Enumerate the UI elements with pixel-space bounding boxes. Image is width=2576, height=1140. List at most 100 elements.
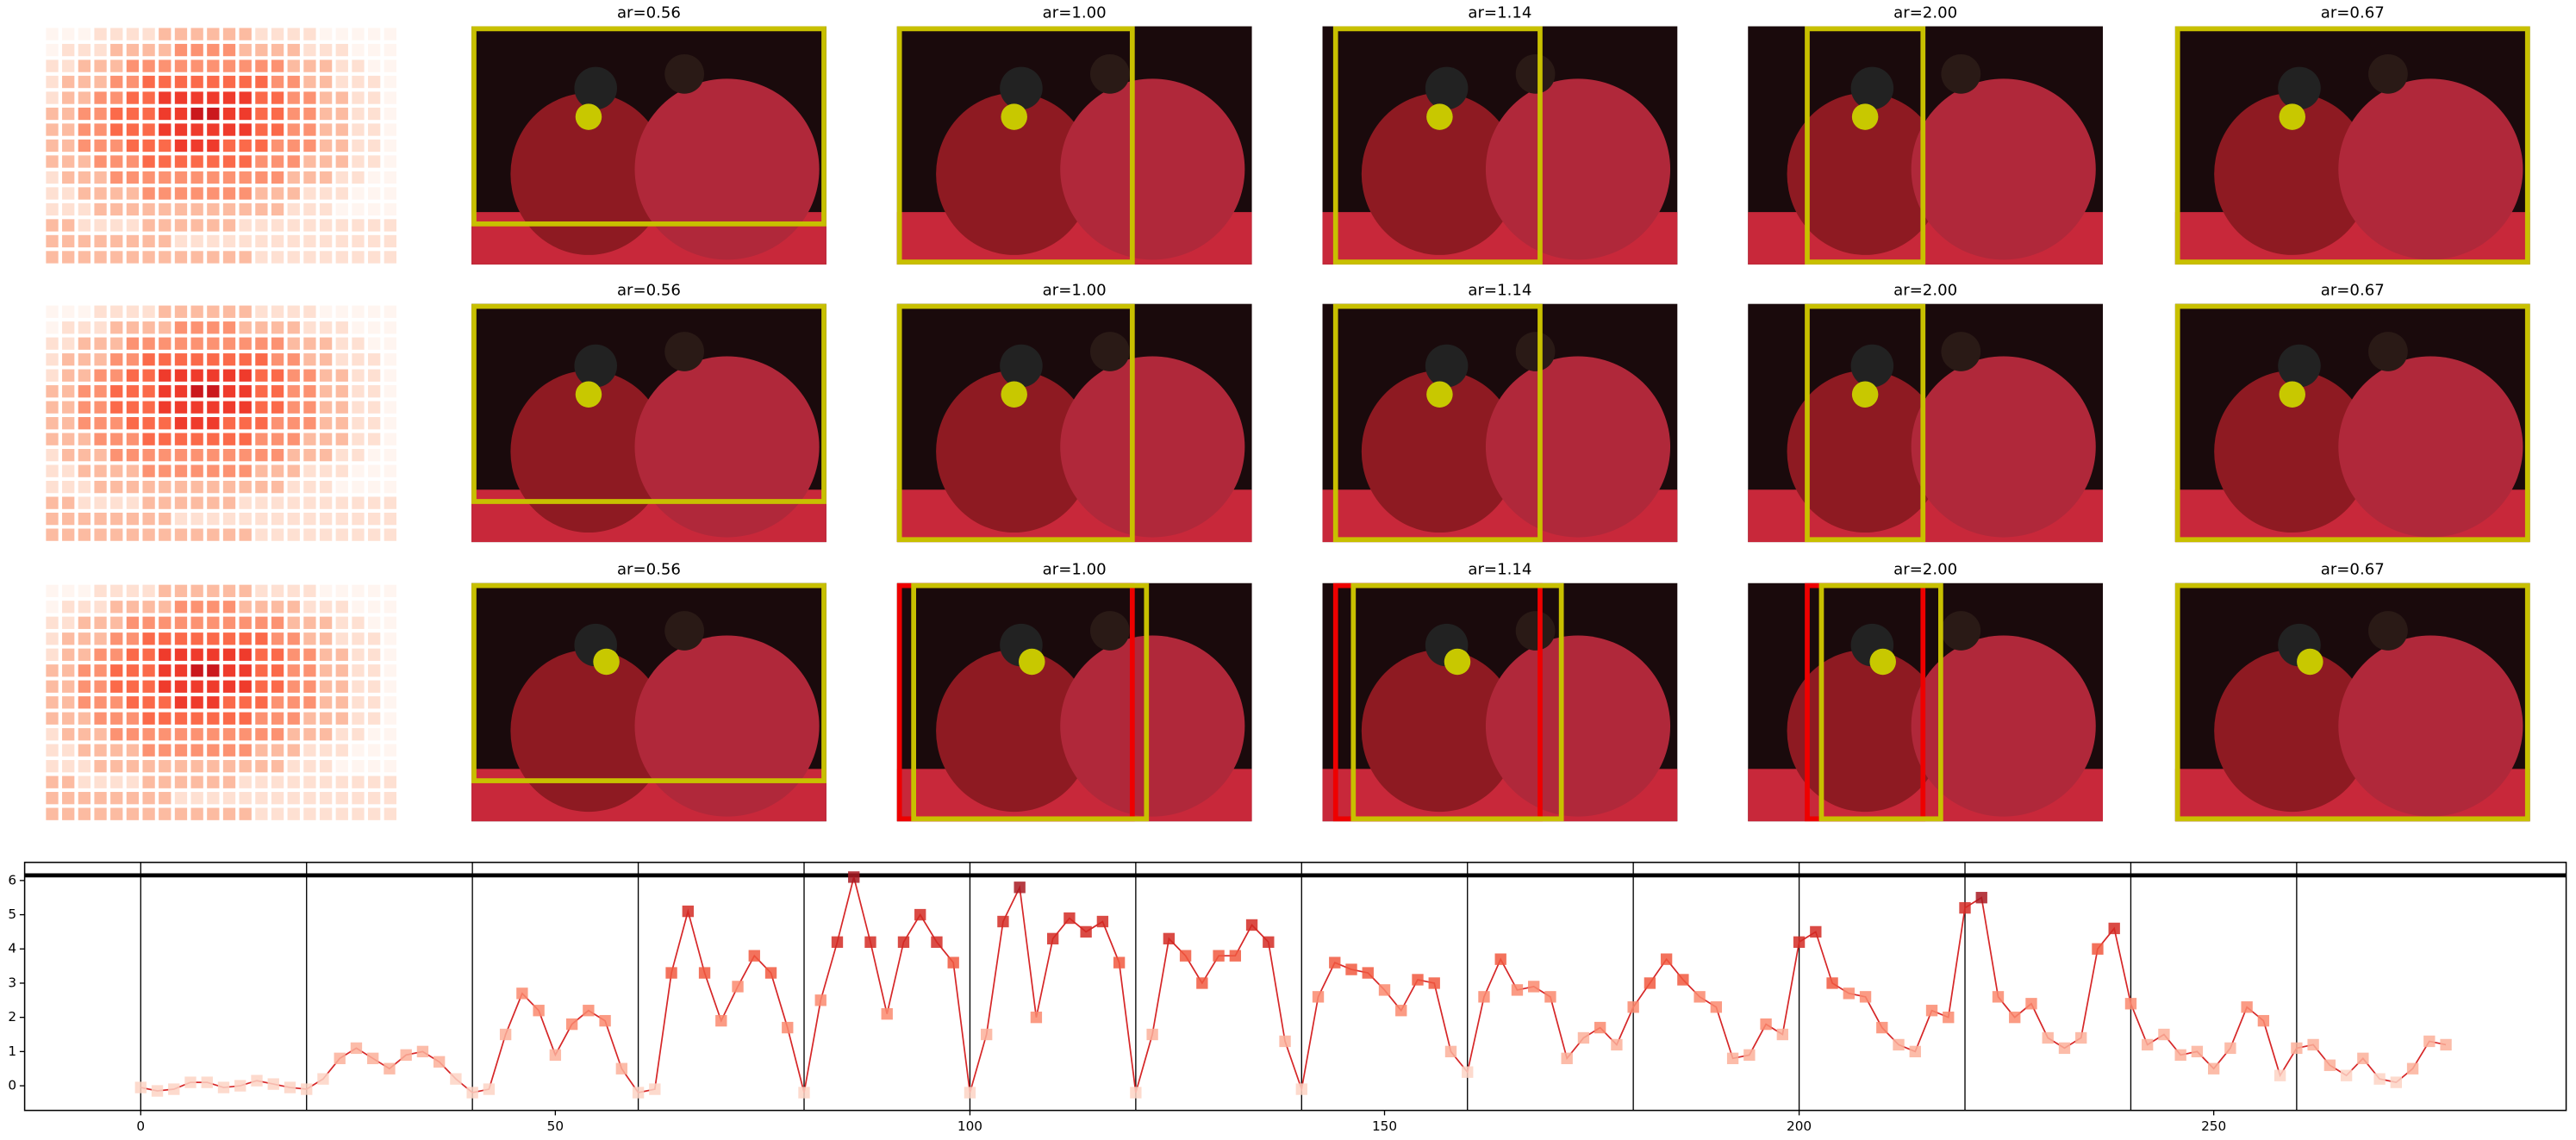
heatmap-cell <box>239 616 252 629</box>
heatmap-cell <box>319 648 333 661</box>
heatmap-cell <box>46 776 59 788</box>
heatmap-cell <box>384 171 396 184</box>
heatmap-cell <box>255 75 268 89</box>
heatmap-cell <box>271 202 284 216</box>
point-marker <box>632 1087 645 1099</box>
heatmap-cell <box>190 321 203 334</box>
head-right <box>1941 611 1981 651</box>
point-marker <box>2390 1076 2402 1088</box>
heatmap-cell <box>110 584 123 597</box>
heatmap-cell <box>271 171 284 184</box>
heatmap-cell <box>94 187 107 200</box>
player-right <box>2338 635 2523 817</box>
point-marker <box>1395 1005 1407 1017</box>
player-left <box>2214 92 2371 255</box>
heatmap-cell <box>368 601 381 614</box>
heatmap-cell <box>335 43 348 57</box>
heatmap-cell <box>255 760 268 773</box>
heatmap-cell <box>368 712 381 725</box>
y-tick-label: 1 <box>8 1043 16 1059</box>
heatmap-cell <box>319 512 333 526</box>
heatmap-cell <box>384 234 396 248</box>
heatmap-cell <box>174 139 188 153</box>
heatmap-cell <box>46 680 59 693</box>
heatmap-cell <box>174 584 188 597</box>
heatmap-cell <box>222 385 236 398</box>
heatmap-cell <box>159 171 172 184</box>
heatmap-cell <box>335 792 348 805</box>
point-marker <box>2092 943 2104 955</box>
heatmap-cell <box>319 59 333 72</box>
heatmap-cell <box>335 75 348 89</box>
point-marker <box>466 1087 478 1099</box>
point-marker <box>400 1049 412 1062</box>
heatmap-cell <box>62 449 75 462</box>
point-marker <box>1412 974 1424 986</box>
heatmap-cell <box>46 28 59 40</box>
heatmap-cell <box>352 792 365 805</box>
heatmap-cell <box>368 632 381 645</box>
heatmap-cell <box>222 369 236 382</box>
heatmap-cell <box>174 337 188 350</box>
heatmap-cell <box>94 401 107 414</box>
heatmap-cell <box>94 792 107 805</box>
heatmap-cell <box>62 480 75 494</box>
yellow-box <box>2174 582 2530 822</box>
heatmap-cell <box>319 155 333 168</box>
point-marker <box>2191 1045 2204 1058</box>
heatmap-cell <box>319 353 333 366</box>
heatmap-cell <box>287 107 300 121</box>
heatmap-cell <box>94 155 107 168</box>
heatmap-cell <box>287 464 300 477</box>
yellow-box <box>2174 26 2530 265</box>
heatmap-cell <box>271 59 284 72</box>
heatmap-cell <box>255 616 268 629</box>
heatmap-cell <box>126 321 140 334</box>
heatmap-cell <box>142 496 155 509</box>
heatmap-cell <box>110 528 123 541</box>
y-tick-label: 4 <box>8 941 16 956</box>
heatmap-cell <box>384 528 396 541</box>
heatmap-cell <box>46 744 59 757</box>
heatmap-cell <box>110 28 123 40</box>
heatmap-cell <box>94 219 107 232</box>
heatmap-cell <box>368 305 381 318</box>
heatmap-cell <box>319 28 333 40</box>
heatmap-cell <box>159 480 172 494</box>
heatmap-cell <box>384 305 396 318</box>
heatmap-cell <box>368 680 381 693</box>
heatmap-cell <box>174 28 188 40</box>
heatmap-cell <box>126 449 140 462</box>
heatmap-cell <box>190 251 203 264</box>
x-tick-label: 150 <box>1372 1118 1397 1134</box>
heatmap-cell <box>255 305 268 318</box>
point-marker <box>2373 1073 2386 1085</box>
heatmap-cell <box>94 433 107 445</box>
heatmap-cell <box>368 385 381 398</box>
heatmap-cell <box>319 234 333 248</box>
heatmap-cell <box>190 464 203 477</box>
heatmap-cell <box>207 464 220 477</box>
heatmap-cell <box>271 528 284 541</box>
point-marker <box>2406 1062 2419 1075</box>
heatmap-cell <box>174 219 188 232</box>
heatmap-cell <box>352 776 365 788</box>
heatmap-cell <box>384 728 396 741</box>
heatmap-cell <box>384 75 396 89</box>
heatmap-cell <box>62 584 75 597</box>
heatmap-cell <box>207 512 220 526</box>
heatmap-cell <box>142 123 155 136</box>
point-marker <box>864 936 876 948</box>
heatmap-cell <box>190 43 203 57</box>
heatmap-cell <box>335 712 348 725</box>
point-marker <box>1146 1028 1158 1041</box>
heatmap-cell <box>110 433 123 445</box>
point-marker <box>1511 984 1524 996</box>
heatmap-cell <box>126 712 140 725</box>
point-marker <box>2009 1011 2021 1024</box>
heatmap-cell <box>319 219 333 232</box>
heatmap-cell <box>94 369 107 382</box>
heatmap-cell <box>190 91 203 104</box>
heatmap-cell <box>142 584 155 597</box>
heatmap-cell <box>110 251 123 264</box>
